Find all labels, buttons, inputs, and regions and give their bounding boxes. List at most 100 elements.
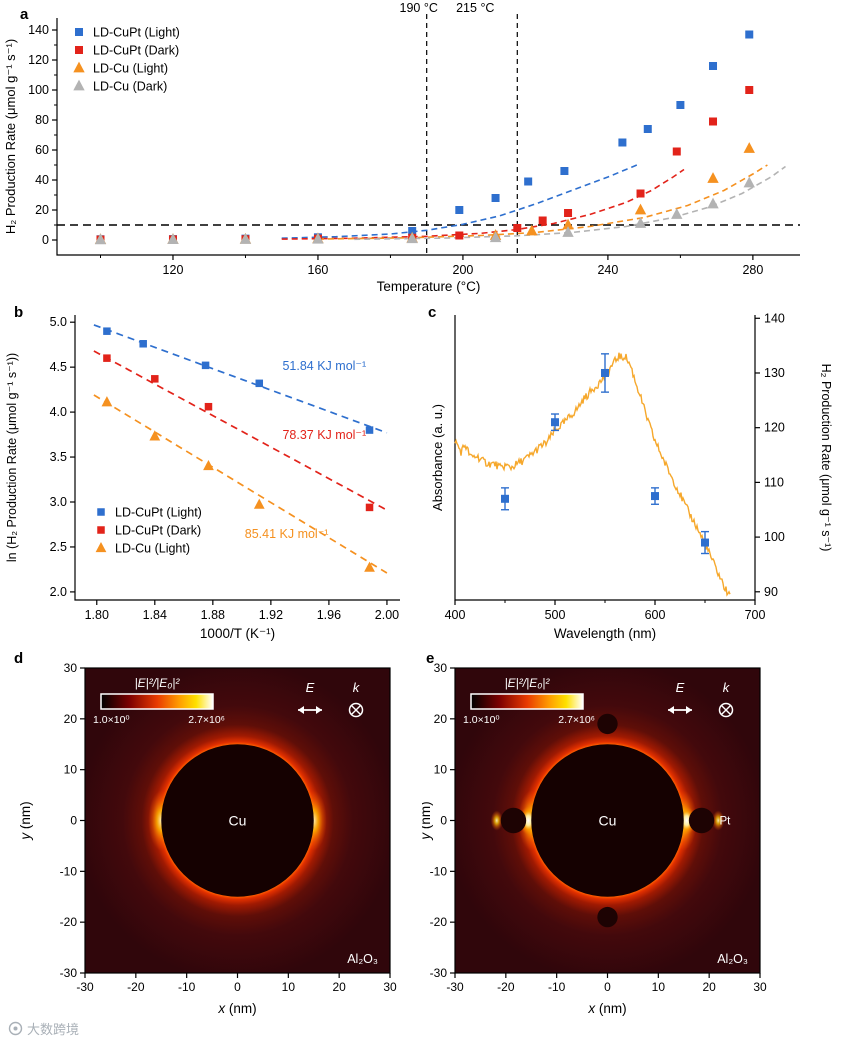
colorbar-min-label: 1.0×10⁰ — [93, 714, 130, 726]
svg-text:1.96: 1.96 — [317, 608, 341, 622]
svg-text:5.0: 5.0 — [50, 315, 67, 329]
svg-text:4.0: 4.0 — [50, 405, 67, 419]
svg-text:0: 0 — [42, 233, 49, 247]
svg-text:140: 140 — [764, 311, 785, 325]
svg-text:160: 160 — [308, 263, 329, 277]
svg-text:1.88: 1.88 — [201, 608, 225, 622]
svg-text:0: 0 — [440, 814, 447, 828]
colorbar-max-label: 2.7×10⁶ — [558, 714, 595, 726]
activation-energy-label: 85.41 KJ mol⁻¹ — [245, 527, 329, 541]
panel-a-vline-label: 190 °C — [400, 1, 438, 15]
svg-text:30: 30 — [753, 980, 767, 994]
cu-sphere-label: Cu — [229, 813, 247, 829]
colorbar-min-label: 1.0×10⁰ — [463, 714, 500, 726]
svg-text:10: 10 — [282, 980, 296, 994]
svg-text:120: 120 — [764, 421, 785, 435]
panel-a-svg: 120 160 200 240 280 0 20 40 60 80 100 120 140 Tempera… — [3, 1, 800, 294]
substrate-label: Al₂O₃ — [347, 952, 378, 966]
svg-text:60: 60 — [35, 143, 49, 157]
svg-text:20: 20 — [64, 712, 78, 726]
k-vector-label: k — [353, 680, 361, 695]
svg-text:-10: -10 — [178, 980, 196, 994]
legend-entry-label: LD-CuPt (Light) — [115, 506, 202, 520]
panel-c-letter: c — [428, 304, 437, 321]
k-vector-label: k — [723, 680, 731, 695]
svg-text:130: 130 — [764, 366, 785, 380]
panel-d-yaxis-label: y (nm) — [18, 801, 33, 840]
panel-d-svg: Cu Al₂O₃ |E|²/|E₀|² 1.0×10⁰ 2.7×10⁶ E k -30 -20 -… — [18, 661, 397, 1016]
svg-text:120: 120 — [28, 53, 49, 67]
pt-particle-label: Pt — [720, 816, 732, 828]
activation-energy-label: 51.84 KJ mol⁻¹ — [282, 359, 366, 373]
svg-text:200: 200 — [453, 263, 474, 277]
watermark-text: 大数跨境 — [27, 1022, 80, 1037]
svg-text:2.00: 2.00 — [375, 608, 399, 622]
svg-text:10: 10 — [64, 763, 78, 777]
svg-text:280: 280 — [742, 263, 763, 277]
panel-a-letter: a — [20, 6, 29, 23]
activation-energy-label: 78.37 KJ mol⁻¹ — [282, 428, 366, 442]
svg-text:20: 20 — [434, 712, 448, 726]
panel-d-letter: d — [14, 650, 24, 667]
panel-a-vline-label: 215 °C — [456, 1, 494, 15]
panel-d-xaxis-label: x (nm) — [217, 1001, 256, 1016]
panel-b-letter: b — [14, 304, 24, 321]
svg-text:2.5: 2.5 — [50, 540, 67, 554]
colorbar-title: |E|²/|E₀|² — [505, 676, 551, 690]
svg-text:400: 400 — [445, 608, 466, 622]
svg-text:-30: -30 — [60, 966, 78, 980]
svg-text:80: 80 — [35, 113, 49, 127]
panel-c-wavelength-chart: 400 500 600 700 90 100 110 120 130 140 Wavelength … — [430, 300, 844, 648]
panel-b-arrhenius-chart: 1.80 1.84 1.88 1.92 1.96 2.00 2.0 2.5 3.0 3.5 4.0 4… — [0, 300, 430, 648]
panel-b-xaxis-label: 1000/T (K⁻¹) — [200, 626, 275, 641]
panel-a-xaxis-label: Temperature (°C) — [377, 279, 481, 294]
svg-text:-30: -30 — [430, 966, 448, 980]
svg-text:100: 100 — [764, 530, 785, 544]
legend-entry-label: LD-CuPt (Dark) — [93, 44, 179, 58]
svg-text:-20: -20 — [497, 980, 515, 994]
svg-text:0: 0 — [70, 814, 77, 828]
legend-entry-label: LD-Cu (Light) — [93, 62, 168, 76]
svg-text:4.5: 4.5 — [50, 360, 67, 374]
svg-text:120: 120 — [163, 263, 184, 277]
svg-text:2.0: 2.0 — [50, 585, 67, 599]
panel-c-left-yaxis-label: Absorbance (a. u.) — [430, 404, 445, 511]
svg-text:-30: -30 — [76, 980, 94, 994]
panel-b-yaxis-label: ln (H₂ Production Rate (μmol g⁻¹ s⁻¹)) — [5, 353, 19, 562]
cu-sphere-label: Cu — [599, 813, 617, 829]
legend-entry-label: LD-Cu (Dark) — [93, 80, 167, 94]
svg-text:600: 600 — [645, 608, 666, 622]
substrate-label: Al₂O₃ — [717, 952, 748, 966]
legend-entry-label: LD-CuPt (Light) — [93, 26, 180, 40]
colorbar-title: |E|²/|E₀|² — [135, 676, 181, 690]
panel-c-svg: 400 500 600 700 90 100 110 120 130 140 Wavelength … — [430, 311, 833, 641]
svg-text:3.5: 3.5 — [50, 450, 67, 464]
svg-text:0: 0 — [604, 980, 611, 994]
svg-text:500: 500 — [545, 608, 566, 622]
svg-text:-10: -10 — [548, 980, 566, 994]
watermark: 大数跨境 — [8, 1019, 79, 1038]
svg-text:-10: -10 — [60, 864, 78, 878]
svg-text:20: 20 — [702, 980, 716, 994]
panel-a-yaxis-label: H₂ Production Rate (μmol g⁻¹ s⁻¹) — [3, 39, 18, 234]
svg-text:40: 40 — [35, 173, 49, 187]
svg-text:1.80: 1.80 — [85, 608, 109, 622]
svg-text:10: 10 — [652, 980, 666, 994]
svg-text:30: 30 — [383, 980, 397, 994]
panel-e-svg: Cu Pt Al₂O₃ |E|²/|E₀|² 1.0×10⁰ 2.7×10⁶ E k -30 -2… — [418, 661, 767, 1016]
svg-text:700: 700 — [745, 608, 766, 622]
svg-text:-20: -20 — [60, 915, 78, 929]
svg-text:30: 30 — [434, 661, 448, 675]
svg-text:240: 240 — [597, 263, 618, 277]
svg-text:140: 140 — [28, 23, 49, 37]
svg-text:90: 90 — [764, 585, 778, 599]
svg-text:3.0: 3.0 — [50, 495, 67, 509]
panel-c-right-yaxis-label: H₂ Production Rate (μmol g⁻¹ s⁻¹) — [819, 364, 833, 552]
e-field-label: E — [676, 680, 685, 695]
e-field-label: E — [306, 680, 315, 695]
legend-entry-label: LD-Cu (Light) — [115, 542, 190, 556]
legend-entry-label: LD-CuPt (Dark) — [115, 524, 201, 538]
